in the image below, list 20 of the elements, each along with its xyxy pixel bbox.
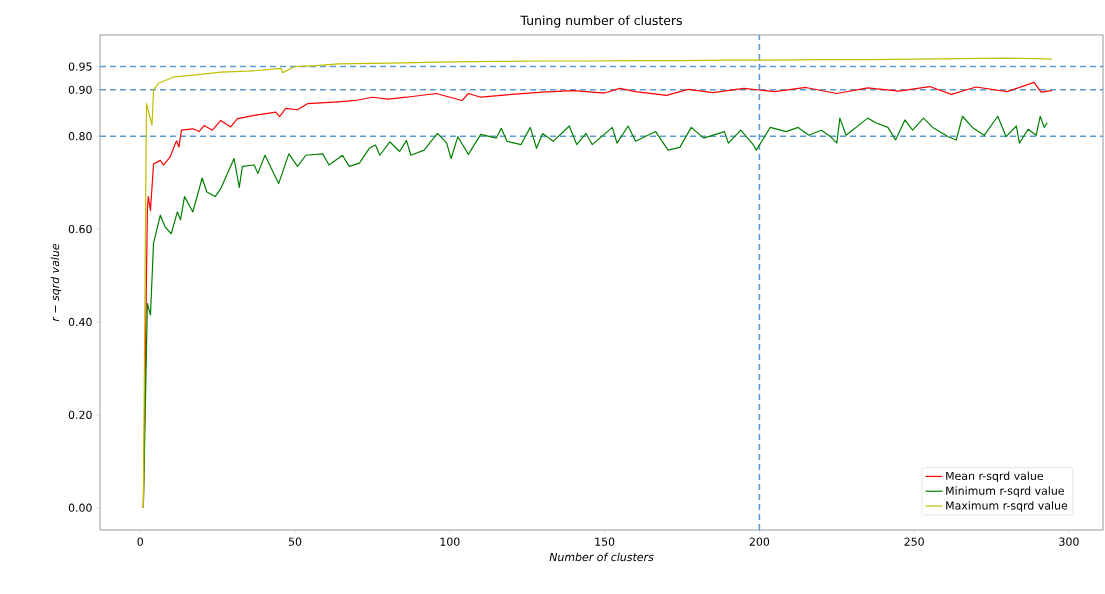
y-tick-label: 0.90: [68, 85, 92, 94]
x-tick-label: 150: [595, 537, 615, 546]
x-tick-label: 250: [904, 537, 924, 546]
y-tick-label: 0.40: [68, 317, 92, 327]
legend-label: Mean r-sqrd value: [946, 471, 1044, 483]
y-tick-label: 0.00: [68, 503, 92, 512]
x-axis-title: Number of clusters: [549, 552, 654, 562]
y-tick-label: 0.80: [68, 132, 92, 141]
y-tick-label: 0.60: [68, 224, 92, 234]
y-tick-label: 0.20: [68, 410, 92, 419]
x-tick-label: 0: [137, 537, 143, 546]
x-tick-label: 100: [440, 537, 460, 546]
x-tick-label: 200: [749, 537, 770, 546]
legend-label: Maximum r-sqrd value: [946, 501, 1068, 512]
y-tick-label: 0.95: [68, 62, 92, 71]
x-tick-label: 300: [1059, 537, 1079, 546]
x-tick-label: 50: [288, 537, 302, 546]
chart-title: Tuning number of clusters: [520, 15, 682, 28]
legend-label: Minimum r-sqrd value: [946, 486, 1064, 497]
y-axis-title: r − sqrd value: [50, 243, 62, 322]
